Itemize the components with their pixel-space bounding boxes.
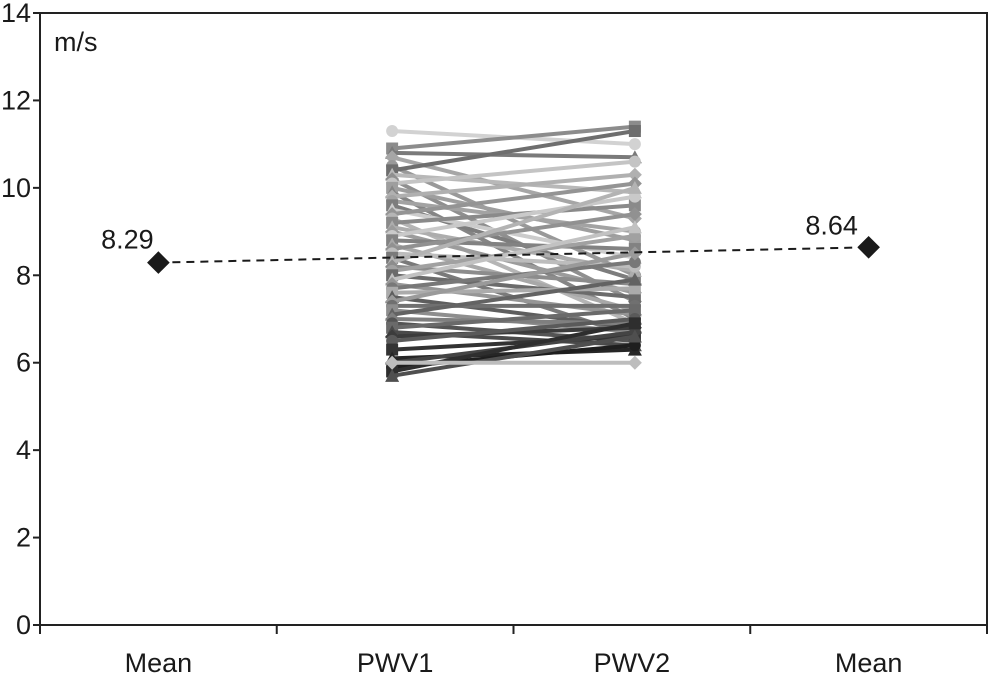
- y-tick-label: 14: [1, 0, 31, 28]
- pair-point: [627, 207, 642, 222]
- pair-point: [628, 304, 641, 317]
- y-tick-label: 10: [1, 173, 31, 203]
- y-tick-label: 12: [1, 85, 31, 115]
- pair-line: [391, 164, 636, 278]
- pair-line: [391, 124, 636, 151]
- pair-line: [391, 181, 636, 217]
- y-axis: 0 2 4 6 8 10 12 14: [1, 0, 40, 640]
- pair-point: [385, 150, 400, 165]
- pair-point: [628, 155, 641, 168]
- mean-connector-line: [158, 246, 869, 264]
- x-tick-label: PWV2: [594, 648, 671, 675]
- pair-point: [627, 246, 642, 261]
- x-tick-label: PWV1: [357, 648, 434, 675]
- pair-line: [391, 225, 636, 282]
- pair-point: [385, 368, 400, 382]
- pair-line: [391, 251, 636, 304]
- pair-point: [628, 256, 641, 269]
- pair-line: [391, 207, 636, 260]
- mean-after-label: 8.64: [805, 210, 858, 240]
- pair-point: [628, 199, 641, 212]
- pair-line: [391, 277, 636, 317]
- pair-point: [385, 355, 400, 370]
- y-tick-label: 6: [16, 348, 31, 378]
- mean-before-label: 8.29: [101, 225, 154, 255]
- individual-pair: [385, 355, 642, 370]
- y-tick-label: 2: [16, 523, 31, 553]
- x-tick-label: Mean: [125, 648, 193, 675]
- pair-line: [391, 185, 636, 265]
- pair-line: [391, 260, 636, 291]
- pair-line: [391, 212, 636, 252]
- pair-line: [391, 317, 636, 343]
- pair-line: [392, 251, 635, 269]
- y-tick-label: 8: [16, 260, 31, 290]
- x-axis: Mean PWV1 PWV2 Mean: [39, 625, 988, 675]
- individual-pair: [385, 329, 642, 382]
- pair-line: [391, 282, 636, 317]
- pair-line: [391, 308, 636, 330]
- pair-point: [627, 180, 642, 194]
- pair-point: [628, 138, 641, 151]
- pair-line: [391, 159, 636, 186]
- pair-line: [391, 129, 636, 173]
- mean-after-marker: [857, 235, 880, 259]
- pair-line: [392, 325, 635, 339]
- pair-point: [627, 220, 642, 234]
- y-tick-label: 0: [16, 610, 31, 640]
- mean-before-marker: [147, 251, 170, 274]
- pair-line: [392, 150, 635, 160]
- pair-line: [391, 273, 636, 300]
- pair-point: [628, 317, 641, 330]
- individual-pwv-lines: [385, 120, 642, 382]
- y-unit-label: m/s: [54, 27, 98, 57]
- y-tick-label: 4: [16, 435, 31, 465]
- pair-point: [627, 167, 642, 182]
- pair-point: [386, 343, 399, 356]
- pair-point: [628, 125, 641, 138]
- pair-line: [391, 172, 636, 199]
- x-tick-label: Mean: [835, 648, 903, 675]
- pair-point: [386, 125, 399, 138]
- pair-line: [391, 203, 636, 225]
- pair-point: [627, 329, 642, 343]
- pair-point: [627, 272, 642, 286]
- individual-pair: [385, 145, 642, 164]
- pair-line: [391, 194, 636, 238]
- pair-line: [391, 334, 636, 378]
- pair-point: [627, 355, 642, 370]
